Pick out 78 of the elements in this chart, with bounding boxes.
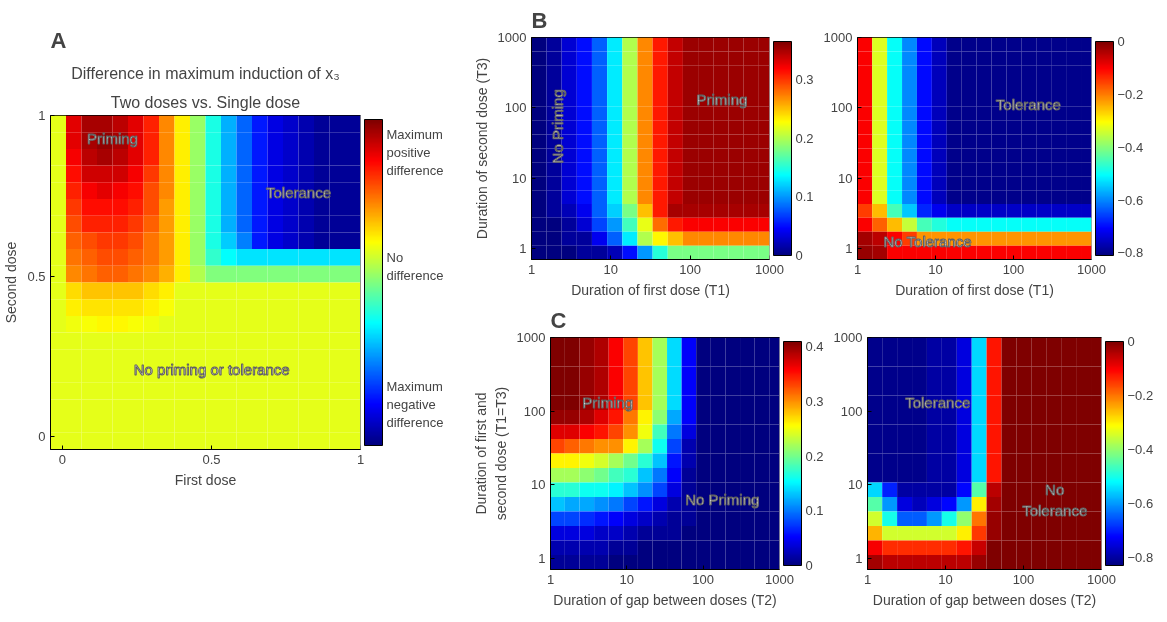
y-axis-title: Duration of second dose (T3) (473, 57, 490, 240)
x-tick-label: 1000 (1077, 261, 1106, 277)
text: B (531, 7, 548, 33)
color-bar-label: −0.4 (1127, 441, 1154, 457)
x-tick-label: 100 (692, 571, 715, 587)
x-tick-label: 1000 (755, 261, 784, 277)
color-bar-label: 0.3 (795, 72, 814, 88)
x-axis-title: Duration of gap between doses (T2) (872, 591, 1097, 608)
color-bar-label: −0.2 (1127, 387, 1154, 403)
annotation: Tolerance (905, 393, 971, 411)
x-tick-label: 100 (1012, 571, 1035, 587)
text: A (50, 27, 67, 53)
color-bar-label: 0.2 (795, 130, 814, 146)
y-tick-label: 100 (523, 403, 546, 419)
chart-subtitle: Two doses vs. Single dose (110, 93, 301, 111)
color-bar-label: 0.2 (805, 448, 824, 464)
color-bar-label: 0 (1127, 334, 1135, 349)
annotation: Tolerance (265, 183, 332, 201)
color-bar-label: 0.1 (795, 189, 814, 205)
x-axis-title: Duration of first dose (T1) (571, 281, 730, 298)
color-bar-label: 0 (795, 248, 803, 263)
x-axis-title: Duration of first dose (T1) (895, 281, 1054, 298)
y-tick-label: 100 (504, 100, 527, 116)
x-tick-label: 10 (603, 261, 619, 277)
annotation: No Priming (685, 491, 760, 509)
y-tick-label: 100 (830, 100, 853, 116)
y-axis-title: Second dose (3, 241, 20, 324)
color-bar-label: −0.6 (1127, 495, 1154, 511)
chart-title: Difference in maximum induction of x₃ (71, 64, 340, 82)
x-tick-label: 1 (356, 451, 365, 467)
y-tick-label: 1 (855, 550, 863, 566)
y-tick-label: 10 (531, 477, 546, 493)
annotation: Priming (87, 130, 138, 148)
annotation: No Tolerance (883, 233, 972, 251)
y-tick-label: 1 (845, 241, 853, 257)
color-bar-label: 0 (805, 558, 813, 573)
y-axis-title: Duration of first and second dose (T1=T3) (473, 386, 509, 521)
color-bar-label: −0.4 (1117, 139, 1144, 155)
annotation: No Priming (549, 89, 567, 164)
y-tick-label: 1000 (497, 30, 527, 45)
color-bar-label: 0.1 (805, 503, 824, 519)
color-bar-label: Maximum positive difference (386, 126, 444, 178)
y-tick-label: 1000 (833, 330, 863, 345)
color-bar-label: 0 (1117, 34, 1125, 49)
x-tick-label: 1000 (765, 571, 794, 587)
y-tick-label: 1000 (823, 30, 853, 45)
annotation: Priming (696, 91, 748, 109)
x-tick-label: 100 (1002, 261, 1025, 277)
x-tick-label: 0 (58, 451, 67, 467)
color-bar-label: −0.8 (1127, 549, 1154, 565)
x-tick-label: 10 (928, 261, 943, 277)
color-bar-label: −0.6 (1117, 192, 1144, 208)
y-tick-label: 0 (38, 429, 46, 445)
color-bar-label: 0.3 (805, 394, 824, 410)
text: C (550, 307, 567, 333)
color-bar-label: −0.2 (1117, 86, 1144, 102)
x-tick-label: 100 (679, 261, 702, 277)
annotation: No priming or tolerance (133, 360, 290, 378)
y-tick-label: 1000 (516, 330, 546, 345)
x-tick-label: 10 (938, 571, 953, 587)
y-tick-label: 10 (848, 477, 863, 493)
y-tick-label: 100 (840, 403, 863, 419)
x-tick-label: 1000 (1087, 571, 1116, 587)
y-tick-label: 10 (838, 170, 853, 186)
x-tick-label: 0.5 (202, 451, 221, 467)
annotation: Tolerance (995, 95, 1061, 113)
y-tick-label: 1 (38, 108, 46, 123)
color-bar-label: No difference (386, 249, 444, 283)
x-axis-title: First dose (174, 471, 237, 488)
color-bar-label: 0.4 (805, 339, 824, 355)
color-bar-label: Maximum negative difference (386, 379, 444, 431)
x-tick-label: 10 (619, 571, 635, 587)
y-tick-label: 1 (538, 550, 546, 566)
x-axis-title: Duration of gap between doses (T2) (553, 591, 777, 608)
annotation: No Tolerance (1022, 481, 1088, 519)
y-tick-label: 1 (519, 241, 527, 257)
y-tick-label: 10 (512, 170, 527, 186)
color-bar-label: −0.8 (1117, 245, 1144, 261)
